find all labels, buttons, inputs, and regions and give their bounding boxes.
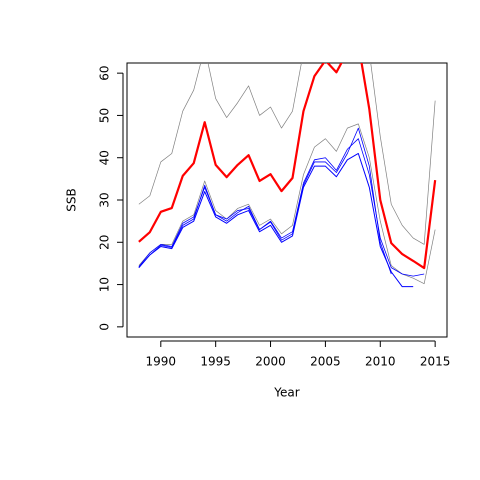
y-tick-label: 60	[98, 66, 112, 81]
x-tick-label: 2015	[420, 355, 451, 369]
y-tick-label: 50	[98, 108, 112, 123]
series-line	[138, 127, 392, 275]
x-tick-label: 2010	[365, 355, 396, 369]
series-line	[138, 63, 437, 270]
x-tick-label: 1990	[146, 355, 177, 369]
y-tick-label: 30	[98, 192, 112, 207]
x-axis-label: Year	[273, 386, 299, 400]
y-tick-label: 20	[98, 235, 112, 250]
y-tick-label: 40	[98, 150, 112, 165]
y-tick-label: 10	[98, 277, 112, 292]
x-tick-label: 1995	[200, 355, 231, 369]
plot-box	[126, 62, 448, 338]
series-line	[138, 123, 436, 285]
lines	[138, 63, 437, 288]
series-line	[138, 63, 436, 245]
x-tick-label: 2005	[310, 355, 341, 369]
y-axis-label: SSB	[65, 188, 79, 211]
series-line	[138, 152, 414, 288]
y-tick-label: 0	[98, 323, 112, 331]
x-tick-label: 2000	[255, 355, 286, 369]
